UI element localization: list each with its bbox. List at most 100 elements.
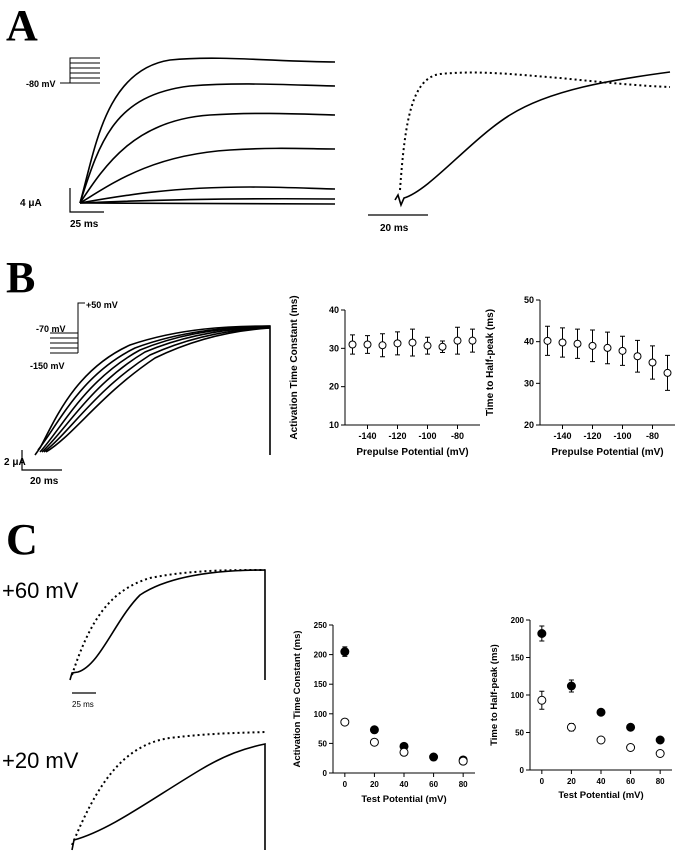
y-tick-label: 10 [329, 420, 339, 430]
data-point-open [588, 341, 597, 350]
data-point-open [369, 737, 379, 747]
data-point-filled [537, 629, 547, 638]
y-tick-label: 50 [524, 295, 534, 305]
x-tick-label: -100 [613, 431, 631, 441]
chart-b-halfpeak: 20 30 40 50 -140 -120 -100 -80 Prepulse Potentia… [485, 295, 675, 458]
data-point-open [537, 695, 547, 705]
panel-a-scale-bar: 4 μA 25 ms [20, 188, 104, 230]
x-tick-label: -100 [418, 431, 436, 441]
y-tick-label: 150 [511, 654, 525, 663]
data-point-open [423, 341, 432, 350]
y-tick-label: 100 [314, 710, 328, 719]
y-tick-label: 100 [511, 691, 525, 700]
x-tick-label: 80 [656, 777, 665, 786]
x-tick-label: 20 [567, 777, 576, 786]
y-tick-label: 30 [524, 378, 534, 388]
data-point-open [399, 747, 409, 757]
x-axis-label: Prepulse Potential (mV) [551, 447, 663, 458]
data-point-open [663, 368, 672, 377]
data-point-open [618, 346, 627, 355]
y-tick-label: 20 [329, 382, 339, 392]
panel-b-protocol-label-1: +50 mV [86, 300, 118, 310]
data-point-open [408, 338, 417, 347]
y-tick-label: 0 [520, 766, 525, 775]
x-axis-label: Test Potential (mV) [361, 794, 446, 805]
panel-b-traces [34, 325, 271, 456]
panel-c-label-top: +60 mV [2, 578, 79, 603]
data-point-open [363, 340, 372, 349]
x-tick-label: 60 [626, 777, 635, 786]
panel-c-bottom-traces [71, 731, 266, 851]
panel-b-time-scale: 20 ms [30, 476, 59, 487]
data-point-open [596, 735, 606, 745]
x-tick-label: 80 [459, 780, 468, 789]
data-point-filled [655, 735, 665, 745]
y-axis-label: Activation Time Constant (ms) [289, 295, 300, 439]
data-point-filled [626, 722, 636, 732]
x-axis-label: Test Potential (mV) [558, 790, 643, 801]
chart-b-activation: 10 20 30 40 -140 -120 -100 -80 Prepulse Potentia… [289, 295, 480, 458]
x-tick-label: -140 [358, 431, 376, 441]
data-point-filled [340, 647, 350, 657]
panel-b-protocol: +50 mV -70 mV -150 mV [30, 300, 118, 371]
panel-letter-a: A [6, 1, 38, 50]
data-point-open [626, 743, 636, 752]
data-point-open [543, 336, 552, 345]
y-tick-label: 50 [515, 729, 524, 738]
y-tick-label: 30 [329, 343, 339, 353]
panel-c-top-traces: 25 ms [69, 569, 266, 709]
y-axis-label: Activation Time Constant (ms) [292, 630, 303, 767]
data-point-open [438, 342, 447, 351]
panel-a-protocol: -80 mV [26, 57, 100, 89]
y-tick-label: 200 [314, 651, 328, 660]
x-tick-label: -80 [646, 431, 659, 441]
y-tick-label: 0 [323, 769, 328, 778]
panel-a-time-scale-right: 20 ms [380, 223, 409, 234]
x-axis-label: Prepulse Potential (mV) [356, 447, 468, 458]
panel-a-family-traces [79, 57, 336, 205]
y-tick-label: 20 [524, 420, 534, 430]
data-point-open [378, 341, 387, 350]
data-point-filled [429, 752, 439, 762]
data-point-open [458, 756, 468, 766]
data-point-open [393, 339, 402, 348]
data-point-open [558, 338, 567, 347]
panel-c-label-bottom: +20 mV [2, 748, 79, 773]
x-tick-label: 0 [343, 780, 348, 789]
chart-c-halfpeak: 0 50 100 150 200 0 20 40 60 80 Test Potential (mV)… [489, 616, 672, 801]
data-point-open [603, 343, 612, 352]
axis-lines [529, 620, 672, 771]
data-point-open [348, 340, 357, 349]
data-point-open [633, 352, 642, 361]
x-tick-label: 40 [597, 777, 606, 786]
y-tick-label: 200 [511, 616, 525, 625]
y-tick-label: 40 [329, 305, 339, 315]
y-tick-label: 40 [524, 337, 534, 347]
x-tick-label: -120 [583, 431, 601, 441]
panel-b-protocol-label-2: -70 mV [36, 324, 66, 334]
y-axis-label: Time to Half-peak (ms) [489, 644, 500, 746]
x-tick-label: -120 [388, 431, 406, 441]
data-point-filled [566, 681, 576, 691]
data-point-open [573, 339, 582, 348]
panel-b-scale-bar: 2 μA 20 ms [4, 450, 62, 487]
data-point-open [453, 336, 462, 345]
panel-c-time-scale: 25 ms [72, 700, 94, 709]
panel-a-time-scale-left: 25 ms [70, 219, 99, 230]
y-axis-label: Time to Half-peak (ms) [485, 309, 496, 416]
y-tick-label: 50 [318, 739, 327, 748]
panel-b-protocol-label-3: -150 mV [30, 361, 65, 371]
x-tick-label: -140 [553, 431, 571, 441]
chart-c-activation: 0 50 100 150 200 250 0 20 40 60 80 Test Potential (… [292, 621, 475, 805]
x-tick-label: -80 [451, 431, 464, 441]
x-tick-label: 40 [400, 780, 409, 789]
panel-a-current-scale: 4 μA [20, 198, 42, 209]
data-point-filled [596, 707, 606, 717]
y-tick-label: 250 [314, 621, 328, 630]
panel-a-protocol-label: -80 mV [26, 79, 56, 89]
panel-a-normalized-traces: 20 ms [368, 71, 671, 234]
data-point-open [566, 722, 576, 732]
data-point-open [655, 749, 665, 758]
data-point-open [340, 717, 350, 727]
